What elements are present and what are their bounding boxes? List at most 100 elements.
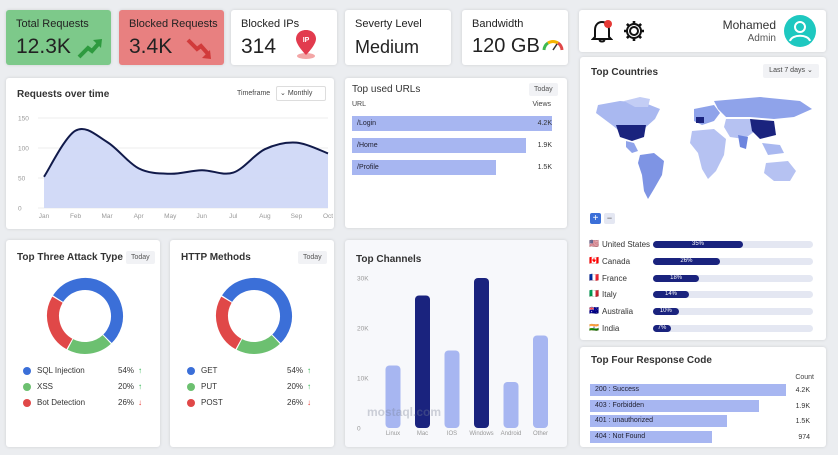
response-bar-row[interactable]: 403 : Forbidden [590, 399, 759, 412]
country-name: Canada [602, 256, 631, 266]
y-tick-label: 30K [357, 276, 369, 283]
range-value: Last 7 days [769, 67, 805, 74]
kpi-blocked-ips: Blocked IPs 314 IP [231, 10, 337, 65]
y-tick-label: 10K [357, 376, 369, 383]
country-bar-fill: 35% [653, 241, 743, 248]
x-tick-label: Jan [39, 213, 50, 220]
channel-bar [503, 382, 519, 428]
country-bar-fill: 26% [653, 257, 720, 265]
country-bar-track [653, 274, 813, 282]
col-url: URL [352, 101, 367, 108]
country-bar-track [653, 325, 813, 332]
user-name: Mohamed [722, 18, 776, 32]
y-tick-label: 0 [18, 206, 22, 213]
legend-percent: 20% [287, 382, 304, 391]
timeframe-select[interactable]: ⌄ Monthly [276, 86, 326, 101]
legend-dot [187, 398, 195, 407]
kpi-bandwidth: Bandwidth 120 GB [462, 10, 568, 65]
country-bar-track [653, 257, 813, 265]
today-tag[interactable]: Today [298, 251, 327, 264]
range-select[interactable]: Last 7 days ⌄ [763, 64, 819, 78]
country-bar-track [653, 308, 813, 316]
x-tick-label: Mar [102, 213, 114, 220]
watermark: mostaql.com [367, 405, 442, 419]
country-bar-fill: 7% [653, 325, 671, 332]
user-header: Mohamed Admin [579, 10, 826, 52]
url-bar-row[interactable]: /Profile [352, 160, 496, 175]
chevron-down-icon: ⌄ [280, 90, 286, 97]
legend-percent: 54% [118, 366, 135, 375]
legend-percent: 54% [287, 366, 304, 375]
legend-item: SQL Injection [23, 366, 85, 375]
world-map [596, 97, 812, 199]
kpi-title: Total Requests [16, 18, 89, 30]
trend-down-icon [186, 38, 211, 59]
x-tick-label: Android [501, 431, 522, 437]
bell-icon[interactable] [591, 19, 613, 43]
today-tag[interactable]: Today [529, 83, 558, 96]
requests-line [43, 128, 329, 178]
response-bar-row[interactable]: 401 : unauthorized [590, 415, 728, 427]
country-bar-fill: 10% [653, 308, 679, 316]
response-bar-row[interactable]: 200 : Success [590, 384, 786, 396]
today-tag[interactable]: Today [126, 251, 155, 264]
url-views-value: 1.9K [537, 142, 552, 149]
kpi-severity: Severty Level Medium [345, 10, 451, 65]
donut-slice [215, 278, 292, 354]
channel-bar [444, 350, 460, 428]
x-tick-label: Jul [229, 213, 238, 220]
arrow-down-icon: ↓ [307, 398, 311, 407]
card-title: Top Four Response Code [591, 355, 712, 366]
kpi-value: 120 GB [472, 35, 540, 57]
zoom-out-button[interactable]: − [604, 213, 615, 224]
url-views-value: 4.2K [537, 120, 552, 127]
country-flag: 🇫🇷 [589, 272, 599, 282]
kpi-title: Bandwidth [472, 18, 524, 30]
country-flag: 🇦🇺 [589, 306, 599, 316]
response-count-value: 1.5K [795, 418, 810, 425]
timeframe-value: Monthly [287, 90, 313, 97]
gear-icon[interactable] [623, 20, 645, 42]
x-tick-label: Aug [259, 213, 271, 220]
card-title: Top used URLs [352, 84, 421, 95]
country-flag: 🇨🇦 [589, 255, 599, 265]
url-bar-row[interactable]: /Login [352, 116, 552, 131]
requests-area [44, 128, 328, 208]
arrow-down-icon: ↓ [138, 398, 142, 407]
top-countries-card: Top Countries Last 7 days ⌄ + − 🇺🇸 United… [580, 57, 826, 340]
avatar[interactable] [784, 15, 816, 47]
donut-slice [47, 278, 123, 354]
card-title: Top Countries [591, 67, 659, 78]
card-title: Top Three Attack Type [17, 252, 123, 263]
kpi-value: Medium [355, 37, 420, 57]
x-tick-label: May [164, 213, 177, 220]
kpi-value: 3.4K [129, 35, 173, 58]
legend-label: PUT [201, 382, 217, 391]
zoom-in-button[interactable]: + [590, 213, 601, 224]
http-donut-chart [215, 278, 292, 354]
country-flag: 🇮🇳 [589, 323, 599, 332]
card-title: Requests over time [17, 89, 110, 100]
legend-item: POST [187, 398, 223, 407]
x-tick-label: Windows [469, 431, 493, 437]
response-bar-row[interactable]: 404 : Not Found [590, 430, 712, 443]
legend-item: GET [187, 366, 217, 375]
attack-type-card: Top Three Attack Type Today SQL Injectio… [6, 240, 160, 447]
arrow-up-icon: ↑ [138, 382, 142, 391]
top-channels-card: Top Channels 30K 20K 10K 0 Linux Mac IOS Window… [345, 240, 567, 447]
card-title: HTTP Methods [181, 252, 251, 263]
legend-dot [187, 382, 195, 391]
legend-item: XSS [23, 382, 53, 391]
y-tick-label: 150 [18, 116, 29, 123]
y-tick-label: 0 [357, 426, 361, 433]
channel-bar [474, 278, 489, 428]
http-methods-card: HTTP Methods Today GET 54% ↑ PUT 20% ↑ POST 26%… [170, 240, 334, 447]
legend-label: XSS [37, 382, 54, 391]
country-name: United States [602, 240, 651, 249]
donut-slice [215, 278, 292, 354]
card-title: Top Channels [356, 254, 422, 265]
url-bar-row[interactable]: /Home [352, 138, 526, 153]
x-tick-label: Sep [291, 213, 303, 220]
arrow-up-icon: ↑ [307, 382, 311, 391]
channel-bar [385, 365, 401, 428]
